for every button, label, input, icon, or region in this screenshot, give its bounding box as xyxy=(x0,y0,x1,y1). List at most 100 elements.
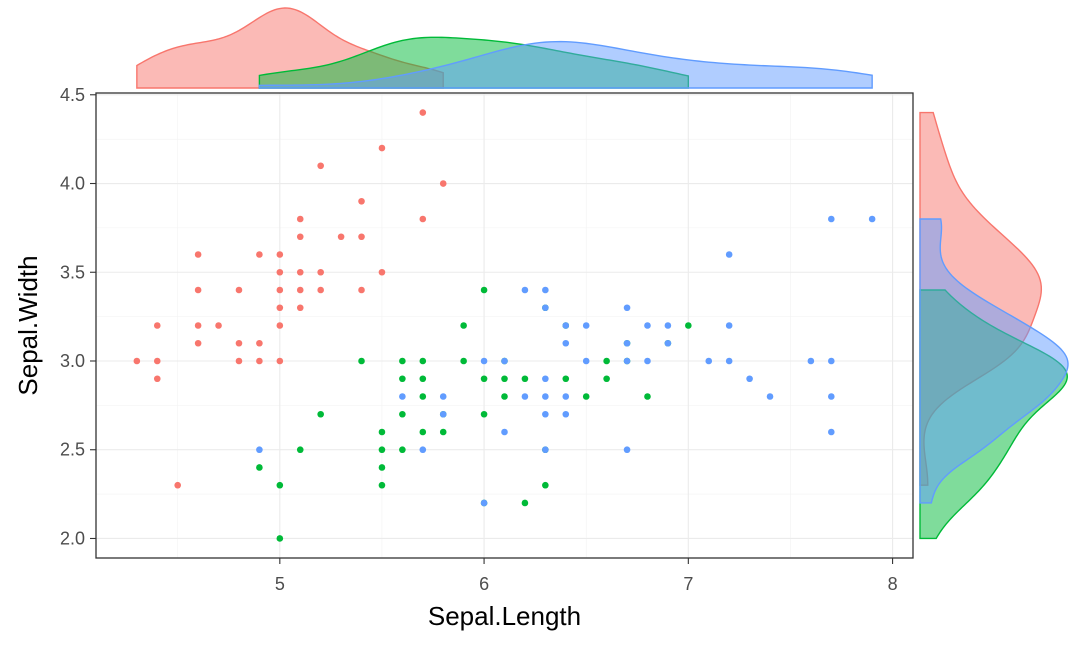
point-setosa xyxy=(153,357,161,365)
point-virginica xyxy=(480,357,488,365)
point-virginica xyxy=(542,286,549,294)
point-setosa xyxy=(256,339,263,347)
point-versicolor xyxy=(399,357,406,365)
point-virginica xyxy=(521,393,529,400)
point-virginica xyxy=(746,375,753,383)
plot-panel xyxy=(95,92,914,559)
point-setosa xyxy=(358,197,365,205)
point-setosa xyxy=(317,268,324,276)
point-versicolor xyxy=(317,410,324,418)
x-tick-label: 5 xyxy=(275,574,285,594)
point-setosa xyxy=(296,215,304,223)
point-versicolor xyxy=(276,481,284,489)
point-setosa xyxy=(133,357,141,365)
point-versicolor xyxy=(501,393,508,400)
point-setosa xyxy=(194,251,202,258)
point-virginica xyxy=(439,393,447,400)
point-virginica xyxy=(542,304,549,312)
point-setosa xyxy=(296,286,304,294)
point-setosa xyxy=(235,357,243,365)
point-versicolor xyxy=(521,499,529,507)
point-virginica xyxy=(562,410,570,418)
point-virginica xyxy=(725,251,733,258)
right-density-virginica xyxy=(919,218,1069,504)
point-virginica xyxy=(868,215,876,223)
y-tick-label: 4.5 xyxy=(60,85,85,105)
point-setosa xyxy=(153,322,161,329)
y-tick-label: 4.0 xyxy=(60,174,85,194)
point-versicolor xyxy=(480,410,488,418)
point-setosa xyxy=(194,322,202,329)
point-versicolor xyxy=(521,375,529,383)
point-setosa xyxy=(256,357,263,365)
y-tick-label: 3.5 xyxy=(60,262,85,282)
point-setosa xyxy=(276,251,284,258)
point-setosa xyxy=(378,144,386,152)
point-virginica xyxy=(807,357,815,365)
point-virginica xyxy=(623,339,631,347)
point-versicolor xyxy=(603,357,610,365)
point-versicolor xyxy=(378,464,386,471)
point-setosa xyxy=(194,286,202,294)
point-virginica xyxy=(644,322,651,329)
point-virginica xyxy=(582,322,590,329)
point-setosa xyxy=(378,268,386,276)
point-setosa xyxy=(235,286,243,294)
point-setosa xyxy=(174,481,181,489)
y-tick-label: 3.0 xyxy=(60,351,85,371)
point-versicolor xyxy=(399,375,406,383)
point-versicolor xyxy=(358,357,365,365)
point-virginica xyxy=(828,357,835,365)
point-setosa xyxy=(337,233,345,241)
point-setosa xyxy=(215,322,222,329)
point-virginica xyxy=(828,428,835,436)
point-virginica xyxy=(664,339,672,347)
point-setosa xyxy=(358,286,365,294)
point-versicolor xyxy=(419,375,427,383)
point-setosa xyxy=(439,180,447,187)
point-setosa xyxy=(419,215,427,223)
point-virginica xyxy=(562,339,570,347)
point-setosa xyxy=(276,304,284,312)
point-versicolor xyxy=(562,375,570,383)
point-virginica xyxy=(542,410,549,418)
axes: 5 6 7 8 2.0 2.5 3.0 3.5 4.0 4.5 xyxy=(60,85,898,594)
point-virginica xyxy=(828,215,835,223)
y-axis-title: Sepal.Width xyxy=(13,255,43,395)
point-virginica xyxy=(542,375,549,383)
point-versicolor xyxy=(542,481,549,489)
point-virginica xyxy=(623,446,631,454)
point-virginica xyxy=(705,357,713,365)
point-setosa xyxy=(276,322,284,329)
point-virginica xyxy=(562,322,570,329)
point-virginica xyxy=(582,357,590,365)
point-setosa xyxy=(276,286,284,294)
point-versicolor xyxy=(419,393,427,400)
point-versicolor xyxy=(256,464,263,471)
x-tick-label: 7 xyxy=(683,574,693,594)
point-virginica xyxy=(766,393,774,400)
point-setosa xyxy=(153,375,161,383)
point-virginica xyxy=(256,446,263,454)
x-axis-title: Sepal.Length xyxy=(428,601,581,631)
point-versicolor xyxy=(685,322,692,329)
point-versicolor xyxy=(399,410,406,418)
point-virginica xyxy=(542,446,549,454)
point-setosa xyxy=(296,304,304,312)
y-tick-label: 2.0 xyxy=(60,528,85,548)
point-versicolor xyxy=(644,393,651,400)
point-versicolor xyxy=(399,446,406,454)
top-density-virginica xyxy=(258,40,873,89)
point-versicolor xyxy=(480,286,488,294)
point-versicolor xyxy=(276,535,284,542)
point-versicolor xyxy=(460,322,467,329)
point-versicolor xyxy=(378,481,386,489)
point-setosa xyxy=(194,339,202,347)
point-setosa xyxy=(276,357,284,365)
point-virginica xyxy=(419,446,427,454)
point-setosa xyxy=(317,286,324,294)
point-virginica xyxy=(725,357,733,365)
data-points xyxy=(133,109,876,542)
point-virginica xyxy=(501,357,508,365)
